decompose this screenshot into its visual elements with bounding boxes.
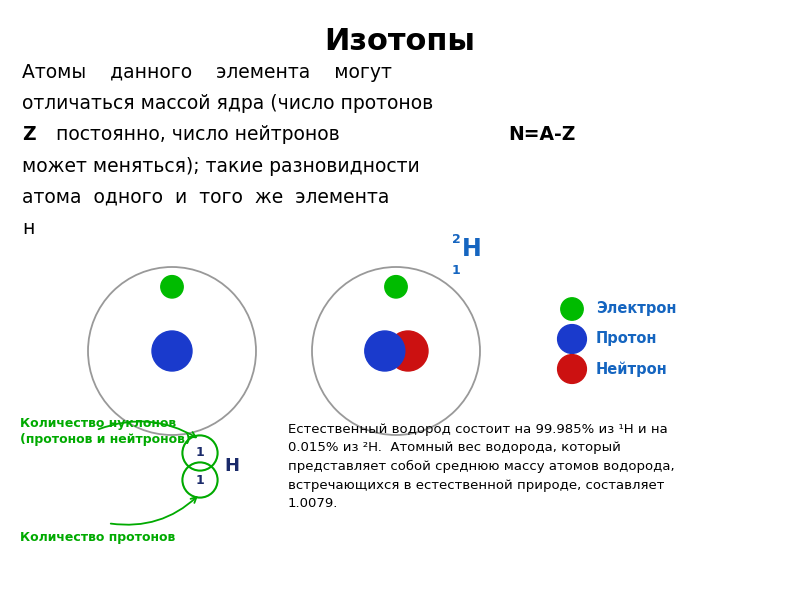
Ellipse shape	[161, 275, 183, 298]
Text: H: H	[462, 237, 482, 261]
Text: Электрон: Электрон	[596, 301, 677, 317]
Text: Естественный водород состоит на 99.985% из ¹H и на
0.015% из ²H.  Атомный вес во: Естественный водород состоит на 99.985% …	[288, 423, 674, 510]
Text: (протонов и нейтронов): (протонов и нейтронов)	[20, 433, 190, 446]
Text: Изотопы: Изотопы	[325, 27, 475, 56]
Text: н: н	[22, 219, 34, 238]
Text: H: H	[224, 457, 239, 475]
Ellipse shape	[558, 355, 586, 383]
Text: может меняться); такие разновидности: может меняться); такие разновидности	[22, 157, 420, 176]
Ellipse shape	[152, 331, 192, 371]
Text: Количество протонов: Количество протонов	[20, 531, 175, 544]
Text: 1: 1	[196, 446, 204, 460]
Text: 1: 1	[452, 264, 461, 277]
Ellipse shape	[388, 331, 428, 371]
Text: 2: 2	[452, 233, 461, 246]
Text: атома  одного  и  того  же  элемента: атома одного и того же элемента	[22, 188, 390, 207]
Ellipse shape	[561, 298, 583, 320]
Ellipse shape	[385, 275, 407, 298]
Text: Z: Z	[22, 125, 36, 145]
Text: постоянно, число нейтронов: постоянно, число нейтронов	[50, 125, 346, 145]
Text: Атомы    данного    элемента    могут: Атомы данного элемента могут	[22, 63, 392, 82]
Text: N=A-Z: N=A-Z	[508, 125, 575, 145]
Ellipse shape	[365, 331, 405, 371]
Ellipse shape	[558, 325, 586, 353]
Text: Протон: Протон	[596, 331, 658, 346]
Text: отличаться массой ядра (число протонов: отличаться массой ядра (число протонов	[22, 94, 434, 113]
Text: Нейтрон: Нейтрон	[596, 361, 668, 377]
Text: 1: 1	[196, 473, 204, 487]
Text: Количество нуклонов: Количество нуклонов	[20, 417, 176, 430]
